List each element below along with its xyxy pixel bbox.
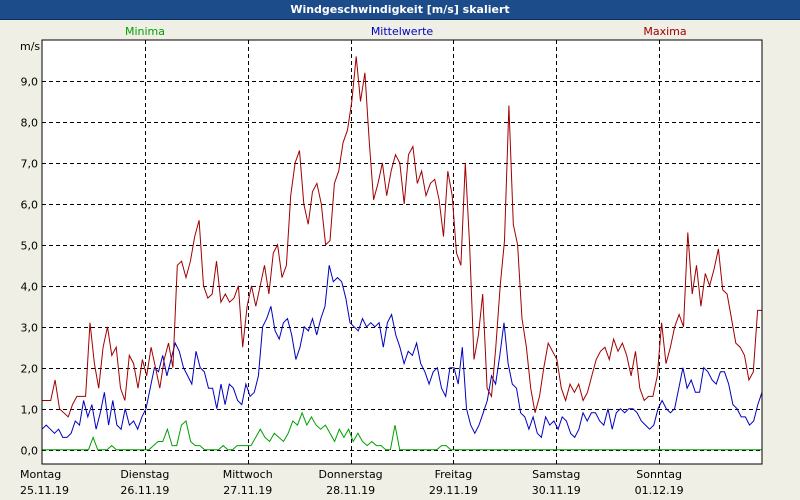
plot-frame — [41, 39, 763, 465]
x-tick-day: Montag — [20, 468, 61, 481]
x-tick-date: 25.11.19 — [20, 484, 69, 497]
y-axis: 0,0 1,0 2,0 3,0 4,0 5,0 6,0 7,0 8,0 9,0 — [21, 76, 39, 458]
x-tick-day: Freitag — [435, 468, 473, 481]
legend-mean: Mittelwerte — [371, 25, 434, 38]
y-tick-label: 8,0 — [21, 117, 39, 130]
x-tick-date: 27.11.19 — [223, 484, 272, 497]
x-tick-day: Donnerstag — [318, 468, 382, 481]
y-tick-label: 2,0 — [21, 363, 39, 376]
series-line-mean — [41, 265, 763, 439]
plot-area — [42, 40, 762, 464]
legend: Minima Mittelwerte Maxima — [125, 25, 687, 38]
window-title: Windgeschwindigkeit [m/s] skaliert — [0, 0, 800, 20]
x-tick-date: 29.11.19 — [429, 484, 478, 497]
x-axis: Montag 25.11.19 Dienstag 26.11.19 Mittwoch 27… — [20, 468, 684, 497]
y-axis-unit: m/s — [20, 40, 40, 53]
y-tick-label: 1,0 — [21, 404, 39, 417]
y-tick-label: 3,0 — [21, 322, 39, 335]
x-tick-date: 01.12.19 — [635, 484, 684, 497]
legend-max: Maxima — [643, 25, 686, 38]
y-tick-label: 9,0 — [21, 76, 39, 89]
wind-speed-chart: 0,0 1,0 2,0 3,0 4,0 5,0 6,0 7,0 8,0 9,0 Montag 25.… — [20, 25, 763, 497]
x-tick-date: 28.11.19 — [326, 484, 375, 497]
series-line-min — [42, 411, 762, 451]
x-tick-day: Sonntag — [636, 468, 682, 481]
y-tick-label: 0,0 — [21, 445, 39, 458]
x-tick-date: 30.11.19 — [532, 484, 581, 497]
y-tick-label: 7,0 — [21, 158, 39, 171]
grid-lines — [42, 40, 762, 464]
y-tick-label: 6,0 — [21, 199, 39, 212]
y-tick-label: 4,0 — [21, 281, 39, 294]
x-tick-day: Dienstag — [120, 468, 169, 481]
legend-min: Minima — [125, 25, 165, 38]
x-tick-day: Samstag — [532, 468, 580, 481]
y-tick-label: 5,0 — [21, 240, 39, 253]
x-tick-day: Mittwoch — [223, 468, 273, 481]
x-tick-date: 26.11.19 — [120, 484, 169, 497]
series-line-max — [42, 56, 762, 418]
series-lines — [41, 56, 763, 451]
